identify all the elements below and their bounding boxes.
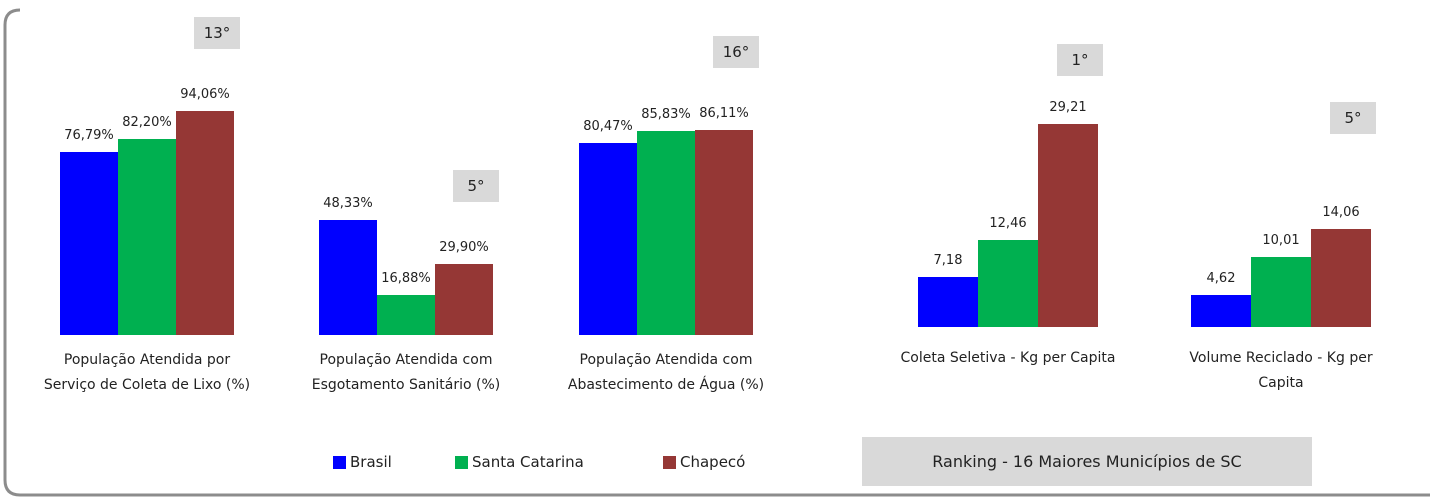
legend-swatch <box>663 456 676 469</box>
bar <box>435 263 493 335</box>
rank-badge: 5° <box>1330 102 1376 134</box>
legend-swatch <box>333 456 346 469</box>
bar <box>1251 257 1311 327</box>
value-label: 29,21 <box>1049 100 1087 115</box>
bar <box>695 129 753 335</box>
legend-label: Chapecó <box>680 453 746 471</box>
bar <box>1191 294 1251 327</box>
value-label: 76,79% <box>64 128 114 144</box>
value-label: 16,88% <box>381 270 431 286</box>
category-label: Coleta Seletiva - Kg per Capita <box>900 350 1116 366</box>
value-label: 82,20% <box>122 115 172 131</box>
category-label: Volume Reciclado - Kg per Capita <box>1189 350 1373 391</box>
value-label: 7,18 <box>933 253 963 269</box>
bar <box>978 240 1038 327</box>
bar <box>1038 124 1098 327</box>
ranking-note: Ranking - 16 Maiores Municípios de SC <box>862 437 1312 486</box>
legend-swatch <box>455 456 468 469</box>
value-label: 10,01 <box>1262 233 1300 249</box>
legend-label: Brasil <box>350 453 392 471</box>
bar <box>60 152 118 335</box>
category-label: População Atendida por Serviço de Coleta… <box>43 352 251 393</box>
value-label: 94,06% <box>180 87 230 102</box>
bar <box>579 143 637 335</box>
bar <box>118 139 176 335</box>
value-label: 48,33% <box>323 195 373 211</box>
value-label: 14,06 <box>1322 205 1360 221</box>
frame-border <box>3 8 1430 497</box>
bar <box>918 277 978 327</box>
bar <box>176 111 234 335</box>
value-label: 86,11% <box>699 105 749 121</box>
rank-badge: 1° <box>1057 44 1103 76</box>
rank-badge: 16° <box>713 35 759 68</box>
rank-badge: 5° <box>453 169 499 202</box>
category-label: População Atendida com Esgotamento Sanit… <box>311 352 501 393</box>
bar <box>319 219 377 335</box>
bar <box>377 294 435 335</box>
value-label: 4,62 <box>1206 270 1236 286</box>
category-label: População Atendida com Abastecimento de … <box>567 352 765 393</box>
value-label: 12,46 <box>989 216 1027 232</box>
value-label: 29,90% <box>439 239 489 255</box>
bar <box>1311 229 1371 327</box>
value-label: 80,47% <box>583 119 633 135</box>
rank-badge: 13° <box>194 17 240 49</box>
legend-label: Santa Catarina <box>472 453 584 471</box>
bar <box>637 130 695 335</box>
value-label: 85,83% <box>641 106 691 122</box>
